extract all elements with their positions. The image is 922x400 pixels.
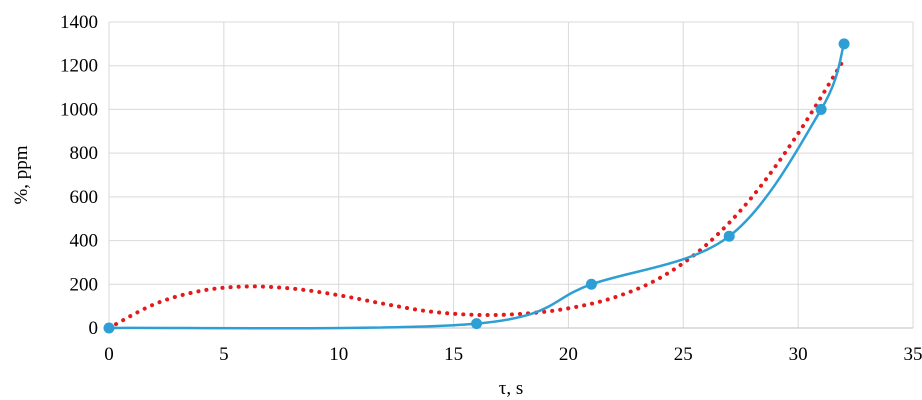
- data-point: [471, 318, 483, 330]
- data-point: [838, 38, 850, 50]
- x-tick-label: 5: [219, 344, 229, 365]
- x-tick-label: 0: [104, 344, 114, 365]
- x-tick-label: 15: [444, 344, 463, 365]
- y-tick-label: 400: [70, 231, 99, 252]
- y-tick-label: 800: [70, 143, 99, 164]
- data-point: [815, 103, 827, 115]
- y-axis-title: %, ppm: [11, 145, 32, 204]
- y-axis-ticks: 0 200 400 600 800 1000 1200 1400: [60, 12, 98, 339]
- y-tick-label: 600: [70, 187, 99, 208]
- y-tick-label: 200: [70, 274, 99, 295]
- data-point: [585, 278, 597, 290]
- x-tick-label: 10: [329, 344, 348, 365]
- x-tick-label: 30: [789, 344, 808, 365]
- x-tick-label: 25: [674, 344, 693, 365]
- x-tick-label: 35: [904, 344, 922, 365]
- y-tick-label: 1400: [60, 12, 98, 33]
- data-point: [103, 322, 115, 334]
- y-tick-label: 1000: [60, 99, 98, 120]
- trendline-series: [107, 57, 847, 330]
- y-tick-label: 0: [89, 318, 99, 339]
- x-axis-ticks: 0 5 10 15 20 25 30 35: [104, 344, 922, 365]
- series-layer: [103, 38, 850, 334]
- x-axis-title: τ, s: [499, 378, 524, 399]
- data-point: [723, 230, 735, 242]
- data-series-line: [108, 43, 846, 330]
- grid: [108, 21, 914, 329]
- x-tick-label: 20: [559, 344, 578, 365]
- y-tick-label: 1200: [60, 56, 98, 77]
